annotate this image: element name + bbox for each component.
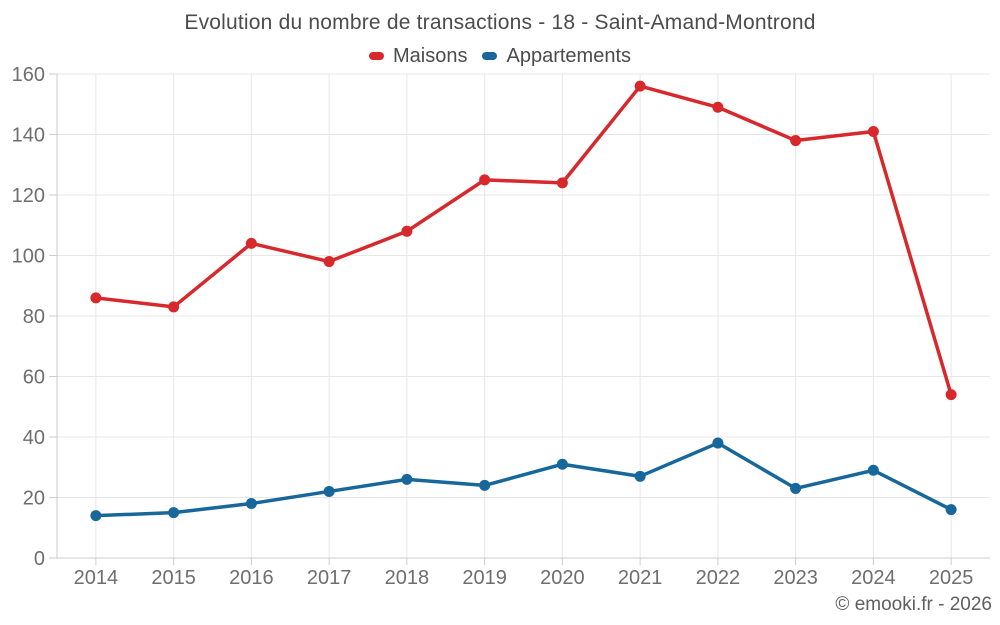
x-tick-label: 2024 xyxy=(851,567,896,589)
point-maisons-2016 xyxy=(245,237,257,249)
point-maisons-2018 xyxy=(401,225,413,237)
legend-swatch-appartements xyxy=(482,52,498,60)
chart-legend: Maisons Appartements xyxy=(0,44,1000,68)
x-tick-label: 2019 xyxy=(462,567,507,589)
x-tick-label: 2021 xyxy=(618,567,663,589)
point-maisons-2025 xyxy=(945,389,957,401)
point-appartements-2015 xyxy=(168,507,180,519)
point-maisons-2019 xyxy=(479,174,491,186)
series-appartements xyxy=(90,437,957,522)
copyright-text: © emooki.fr - 2026 xyxy=(835,594,992,615)
x-tick-label: 2014 xyxy=(74,567,119,589)
axes xyxy=(49,73,990,565)
y-tick-label: 0 xyxy=(34,548,45,570)
gridlines xyxy=(57,73,990,558)
x-axis-labels: 2014 2015 2016 2017 2018 2019 2020 2021 2022 2023… xyxy=(74,567,974,589)
point-appartements-2017 xyxy=(323,485,335,497)
y-tick-label: 40 xyxy=(23,427,45,449)
x-tick-label: 2017 xyxy=(307,567,352,589)
legend-item-appartements[interactable]: Appartements xyxy=(482,45,631,68)
x-tick-label: 2018 xyxy=(385,567,430,589)
x-tick-label: 2023 xyxy=(773,567,818,589)
point-appartements-2014 xyxy=(90,510,102,522)
point-maisons-2024 xyxy=(867,125,879,137)
point-appartements-2023 xyxy=(790,482,802,494)
point-maisons-2020 xyxy=(556,177,568,189)
point-maisons-2017 xyxy=(323,256,335,268)
point-maisons-2022 xyxy=(712,101,724,113)
point-maisons-2015 xyxy=(168,301,180,313)
x-tick-label: 2022 xyxy=(696,567,741,589)
y-tick-label: 60 xyxy=(23,367,45,389)
point-maisons-2014 xyxy=(90,292,102,304)
legend-swatch-maisons xyxy=(369,52,384,60)
y-tick-label: 140 xyxy=(12,125,45,147)
point-appartements-2021 xyxy=(634,470,646,482)
point-appartements-2025 xyxy=(945,504,957,516)
point-appartements-2019 xyxy=(479,479,491,491)
x-tick-label: 2020 xyxy=(540,567,585,589)
y-tick-label: 160 xyxy=(12,64,45,86)
point-appartements-2016 xyxy=(245,498,257,510)
legend-item-maisons[interactable]: Maisons xyxy=(369,45,467,68)
point-appartements-2024 xyxy=(867,464,879,476)
line-maisons xyxy=(94,84,953,397)
legend-label: Maisons xyxy=(393,44,468,67)
point-appartements-2018 xyxy=(401,473,413,485)
x-tick-label: 2015 xyxy=(151,567,196,589)
chart-title: Evolution du nombre de transactions - 18… xyxy=(184,11,816,34)
y-tick-label: 100 xyxy=(12,246,45,268)
point-appartements-2022 xyxy=(712,437,724,449)
y-axis-labels: 0 20 40 60 80 100 120 140 160 xyxy=(12,64,45,570)
y-tick-label: 120 xyxy=(12,185,45,207)
line-appartements xyxy=(94,441,953,518)
legend-label: Appartements xyxy=(506,44,631,67)
point-maisons-2021 xyxy=(634,80,646,92)
y-tick-label: 80 xyxy=(23,306,45,328)
x-tick-label: 2025 xyxy=(929,567,974,589)
point-appartements-2020 xyxy=(556,458,568,470)
y-tick-label: 20 xyxy=(23,488,45,510)
x-tick-label: 2016 xyxy=(229,567,274,589)
series-maisons xyxy=(90,80,957,401)
point-maisons-2023 xyxy=(790,135,802,147)
